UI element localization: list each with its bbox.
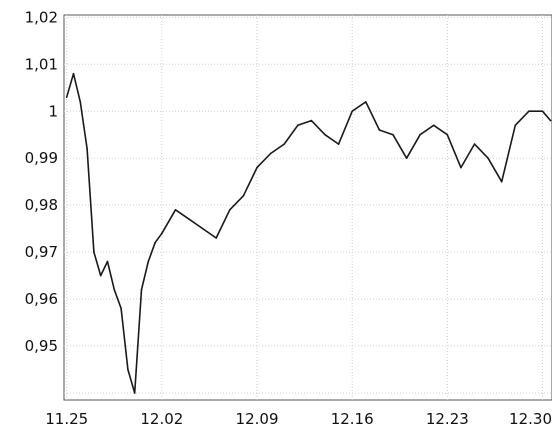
data-point — [106, 260, 109, 263]
data-point — [324, 133, 326, 136]
y-tick-label: 0,98 — [25, 196, 58, 214]
x-tick-label: 12.30 — [509, 410, 552, 428]
data-point — [79, 101, 82, 103]
x-axis-ticks: 11.25 12.02 12.09 12.16 12.23 12.30 — [45, 410, 552, 428]
y-tick-label: 0,99 — [25, 149, 58, 167]
data-point — [86, 148, 88, 150]
y-axis-ticks: 1,02 1,01 1 0,99 0,98 0,97 0,96 0,95 — [25, 8, 58, 355]
grid — [64, 15, 552, 400]
x-tick-label: 12.16 — [331, 410, 374, 428]
y-tick-label: 1,02 — [25, 8, 58, 26]
data-point — [310, 119, 313, 122]
data-point — [460, 166, 462, 169]
data-point — [188, 218, 190, 220]
y-tick-label: 1 — [48, 102, 58, 120]
data-point — [283, 143, 286, 145]
data-point — [365, 101, 367, 103]
data-point — [99, 274, 102, 277]
data-point — [174, 209, 177, 211]
data-point — [378, 129, 381, 131]
series-line — [65, 72, 552, 394]
data-point — [242, 195, 245, 197]
data-point — [473, 143, 476, 145]
data-point — [113, 288, 116, 291]
y-tick-label: 0,95 — [25, 337, 58, 355]
data-point — [419, 133, 421, 136]
data-point — [514, 124, 517, 127]
y-tick-label: 1,01 — [25, 55, 58, 73]
data-point — [140, 288, 143, 291]
data-point — [147, 260, 150, 263]
data-point — [269, 152, 272, 155]
data-point — [215, 237, 217, 239]
x-tick-label: 12.02 — [140, 410, 183, 428]
data-point — [446, 133, 449, 136]
x-tick-label: 11.25 — [45, 410, 88, 428]
y-tick-label: 0,97 — [25, 243, 58, 261]
x-tick-label: 12.09 — [236, 410, 279, 428]
data-point — [93, 251, 95, 253]
data-point — [432, 124, 435, 127]
data-point — [133, 392, 136, 394]
data-point — [297, 124, 299, 127]
data-point — [549, 119, 552, 122]
data-point — [154, 241, 156, 244]
data-point — [127, 368, 129, 371]
data-point — [120, 307, 122, 310]
data-point — [201, 227, 204, 230]
data-point — [392, 133, 394, 136]
data-point — [72, 72, 75, 75]
data-point — [65, 96, 68, 98]
data-point — [528, 110, 530, 112]
data-point — [405, 157, 408, 159]
data-point — [351, 110, 354, 112]
data-point — [487, 157, 489, 159]
data-point — [337, 143, 340, 145]
data-point — [500, 180, 503, 183]
data-point — [256, 166, 258, 169]
data-point — [229, 209, 231, 211]
y-tick-label: 0,96 — [25, 290, 58, 308]
plot-area — [63, 14, 552, 401]
data-point — [161, 232, 163, 235]
x-tick-label: 12.23 — [426, 410, 469, 428]
series-layer — [65, 72, 552, 394]
data-point — [541, 110, 544, 112]
